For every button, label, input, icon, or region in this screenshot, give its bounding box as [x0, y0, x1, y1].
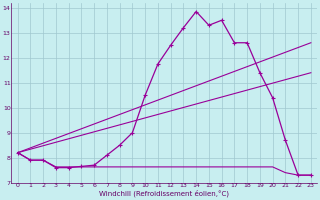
X-axis label: Windchill (Refroidissement éolien,°C): Windchill (Refroidissement éolien,°C)	[99, 190, 229, 197]
